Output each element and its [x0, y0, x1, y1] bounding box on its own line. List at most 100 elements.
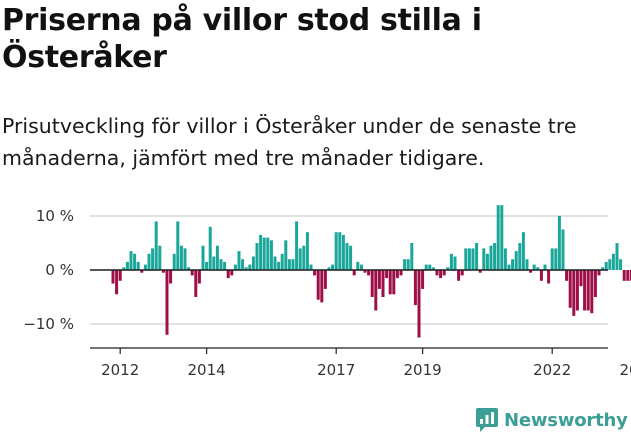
bar: [327, 267, 331, 270]
bar: [151, 248, 155, 270]
bar: [453, 256, 457, 270]
bar: [359, 264, 363, 270]
bar: [417, 270, 421, 338]
bar: [543, 264, 547, 270]
bar: [611, 253, 615, 270]
bar: [385, 270, 389, 279]
bar: [467, 248, 471, 270]
bar: [255, 243, 259, 270]
bar: [575, 270, 579, 311]
bar: [565, 270, 569, 281]
bar: [608, 259, 612, 270]
bar: [367, 270, 371, 276]
bar: [140, 270, 144, 273]
bar: [554, 248, 558, 270]
bar: [572, 270, 576, 316]
bar: [388, 270, 392, 295]
bar: [212, 256, 216, 270]
bar: [561, 229, 565, 270]
x-tick-label: 2017: [317, 361, 355, 379]
bar: [291, 259, 295, 270]
bar: [457, 270, 461, 281]
bar: [341, 234, 345, 270]
bar: [118, 270, 122, 281]
bar: [223, 261, 227, 270]
y-tick-label: −10 %: [23, 315, 74, 333]
bar: [316, 270, 320, 300]
bar: [298, 248, 302, 270]
bar: [514, 251, 518, 270]
bar: [115, 270, 119, 295]
bar: [251, 256, 255, 270]
x-tick-label: 2022: [533, 361, 571, 379]
bar: [413, 270, 417, 306]
x-tick-label: 2024: [620, 361, 631, 379]
bar: [475, 243, 479, 270]
bar: [403, 259, 407, 270]
bar: [435, 270, 439, 276]
bar: [579, 270, 583, 287]
bar: [478, 270, 482, 273]
bar: [133, 253, 137, 270]
bar: [230, 270, 234, 276]
bar: [241, 259, 245, 270]
bar: [392, 270, 396, 295]
bar: [601, 267, 605, 270]
bar: [154, 221, 158, 270]
bar: [320, 270, 324, 303]
bar: [158, 245, 162, 270]
bar: [172, 253, 176, 270]
bar: [295, 221, 299, 270]
bar: [179, 245, 183, 270]
bar: [161, 270, 165, 273]
bar: [356, 261, 360, 270]
bar: [536, 267, 540, 270]
bar: [381, 270, 385, 297]
newsworthy-logo[interactable]: Newsworthy: [475, 407, 628, 433]
bar: [431, 267, 435, 270]
x-axis: 2012 2014 2017 2019 2022 2024: [90, 347, 631, 379]
bar: [129, 251, 133, 270]
bar: [323, 270, 327, 289]
bar: [532, 264, 536, 270]
bar: [302, 245, 306, 270]
bar: [309, 264, 313, 270]
bar: [280, 253, 284, 270]
newsworthy-logo-icon: [476, 408, 498, 432]
bar: [136, 261, 140, 270]
bar: [331, 264, 335, 270]
bar: [507, 264, 511, 270]
bar: [449, 253, 453, 270]
bar: [424, 264, 428, 270]
bar: [363, 270, 367, 273]
bar: [583, 270, 587, 311]
bar: [197, 270, 201, 284]
bar: [284, 240, 288, 270]
bar: [593, 270, 597, 297]
bar: [125, 261, 129, 270]
bar: [201, 245, 205, 270]
bar: [374, 270, 378, 311]
chart-title: Priserna på villor stod stilla i Österåk…: [2, 3, 482, 75]
bar: [248, 264, 252, 270]
bar: [338, 232, 342, 270]
bar: [615, 243, 619, 270]
bar: [169, 270, 173, 284]
bar: [244, 267, 248, 270]
bar: [349, 245, 353, 270]
bar: [345, 243, 349, 270]
bar: [259, 234, 263, 270]
bar: [237, 251, 241, 270]
bar: [305, 232, 309, 270]
chart-subtitle: Prisutveckling för villor i Österåker un…: [2, 114, 577, 170]
bar: [208, 226, 212, 270]
bar: [503, 248, 507, 270]
bar: [205, 261, 209, 270]
x-tick-label: 2012: [101, 361, 139, 379]
y-axis-labels: 10 % 0 % −10 %: [23, 207, 74, 333]
bar: [568, 270, 572, 308]
bar: [446, 267, 450, 270]
bar: [233, 264, 237, 270]
x-tick-label: 2014: [188, 361, 226, 379]
bar: [586, 270, 590, 311]
